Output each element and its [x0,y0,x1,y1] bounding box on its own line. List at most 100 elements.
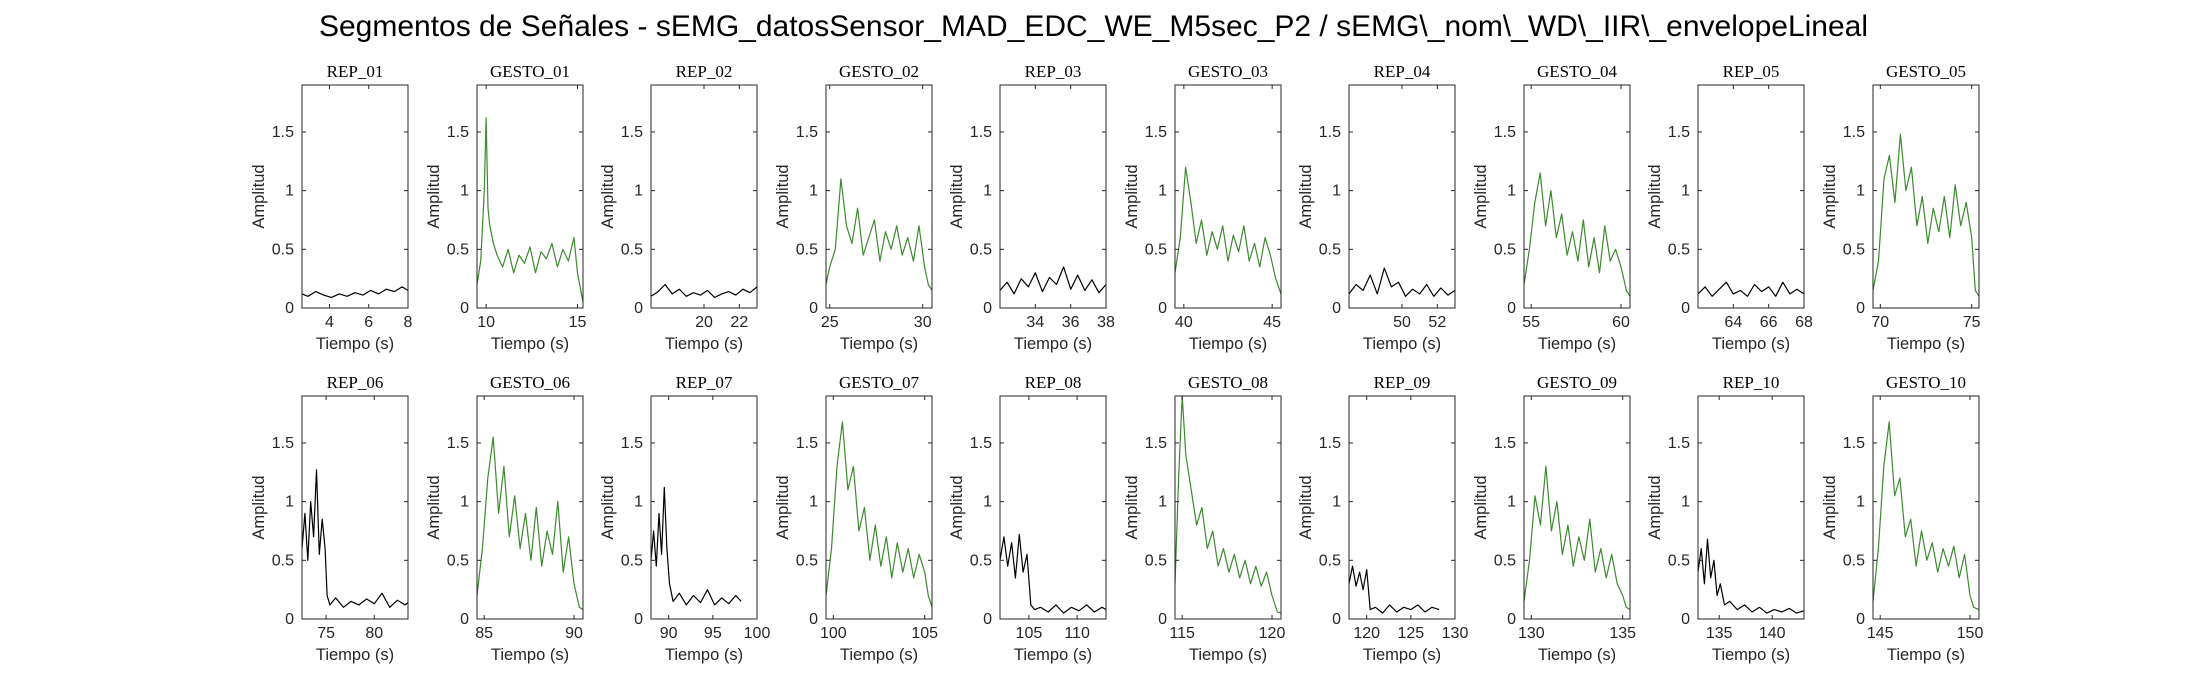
gesto-signal-line [1523,465,1631,611]
y-tick-label: 0.5 [1843,552,1865,569]
subplot-rep-10: REP_10 0 0.5 1 1.5 135 140 Tiempo (s) Amplitud [1646,373,1805,664]
rep-signal-line [999,533,1107,614]
y-tick-label: 1 [1332,494,1341,511]
panel-title: GESTO_08 [1188,373,1268,392]
x-tick-label: 100 [744,625,771,642]
x-tick-label: 6 [364,314,373,331]
y-axis-label: Amplitud [774,475,792,539]
x-tick-label: 70 [1871,314,1889,331]
x-axis-label: Tiempo (s) [1014,335,1092,353]
x-tick-label: 68 [1795,314,1813,331]
panel-title: GESTO_07 [839,373,919,392]
x-axis-label: Tiempo (s) [1189,335,1267,353]
y-tick-label: 0 [1332,300,1341,317]
panel-title: REP_05 [1723,62,1780,81]
y-tick-label: 0 [983,300,992,317]
panel-title: REP_06 [327,373,384,392]
x-tick-label: 145 [1867,625,1894,642]
x-tick-label: 34 [1026,314,1044,331]
axes-frame [825,84,933,309]
y-tick-label: 1.5 [1668,435,1690,452]
y-tick-label: 1.5 [1843,435,1865,452]
x-axis-label: Tiempo (s) [665,335,743,353]
axes-frame [825,395,933,620]
x-axis-label: Tiempo (s) [840,335,918,353]
y-tick-label: 1.5 [1668,124,1690,141]
y-tick-label: 1.5 [621,124,643,141]
rep-signal-line [1348,267,1456,297]
x-tick-label: 20 [695,314,713,331]
y-axis-label: Amplitud [250,164,268,228]
y-tick-label: 1 [983,183,992,200]
axes-frame [1523,395,1631,620]
x-axis-label: Tiempo (s) [491,335,569,353]
axes-frame [476,84,584,309]
subplot-gesto-02: GESTO_02 0 0.5 1 1.5 25 30 Tiempo (s) Amplitud [774,62,933,353]
y-tick-label: 0.5 [1494,241,1516,258]
axes-frame [301,84,409,309]
panel-title: REP_10 [1723,373,1780,392]
x-axis-label: Tiempo (s) [1363,335,1441,353]
x-tick-label: 110 [1064,625,1090,642]
y-tick-label: 0 [1158,611,1167,628]
x-tick-label: 115 [1169,625,1195,642]
x-tick-label: 140 [1759,625,1786,642]
y-tick-label: 0.5 [1145,552,1167,569]
y-tick-label: 1 [809,183,818,200]
x-tick-label: 125 [1397,625,1424,642]
gesto-signal-line [1523,172,1631,297]
y-axis-label: Amplitud [1297,164,1315,228]
y-tick-label: 0 [285,300,294,317]
axes-frame [476,395,584,620]
y-tick-label: 1.5 [1494,435,1516,452]
y-tick-label: 0 [1681,611,1690,628]
panel-title: REP_04 [1374,62,1431,81]
gesto-signal-line [1174,166,1282,295]
subplot-gesto-06: GESTO_06 0 0.5 1 1.5 85 90 Tiempo (s) Amplitud [425,373,584,664]
gesto-signal-line [1174,395,1282,614]
subplot-gesto-09: GESTO_09 0 0.5 1 1.5 130 135 Tiempo (s) Amplitud [1472,373,1636,664]
x-axis-label: Tiempo (s) [1189,646,1267,664]
x-axis-label: Tiempo (s) [1538,646,1616,664]
rep-signal-line [999,266,1107,295]
y-tick-label: 0.5 [1319,241,1341,258]
axes-frame [999,395,1107,620]
y-tick-label: 0.5 [621,241,643,258]
y-tick-label: 1.5 [272,124,294,141]
y-tick-label: 1.5 [1319,124,1341,141]
axes-frame [650,84,758,309]
panel-title: GESTO_04 [1537,62,1617,81]
subplot-gesto-07: GESTO_07 0 0.5 1 1.5 100 105 Tiempo (s) Amplitud [774,373,938,664]
y-tick-label: 1.5 [796,124,818,141]
x-axis-label: Tiempo (s) [491,646,569,664]
y-axis-label: Amplitud [599,164,617,228]
rep-signal-line [301,469,409,608]
y-tick-label: 0.5 [447,241,469,258]
x-tick-label: 4 [325,314,334,331]
subplot-rep-06: REP_06 0 0.5 1 1.5 75 80 Tiempo (s) Amplitud [250,373,409,664]
x-axis-label: Tiempo (s) [1712,646,1790,664]
panel-title: GESTO_02 [839,62,919,81]
y-tick-label: 0 [809,300,818,317]
y-tick-label: 1 [1681,494,1690,511]
y-tick-label: 1 [1507,183,1516,200]
y-tick-label: 1 [285,494,294,511]
subplot-gesto-04: GESTO_04 0 0.5 1 1.5 55 60 Tiempo (s) Amplitud [1472,62,1631,353]
x-axis-label: Tiempo (s) [316,335,394,353]
y-tick-label: 0.5 [1319,552,1341,569]
y-tick-label: 0.5 [1668,552,1690,569]
gesto-signal-line [476,117,584,303]
panel-title: GESTO_09 [1537,373,1617,392]
y-tick-label: 0.5 [1843,241,1865,258]
x-tick-label: 66 [1760,314,1778,331]
x-tick-label: 95 [704,625,722,642]
axes-frame [650,395,758,620]
gesto-signal-line [1872,133,1980,297]
gesto-signal-line [825,421,933,608]
y-axis-label: Amplitud [1123,164,1141,228]
y-tick-label: 0.5 [621,552,643,569]
x-axis-label: Tiempo (s) [1363,646,1441,664]
x-tick-label: 36 [1062,314,1080,331]
